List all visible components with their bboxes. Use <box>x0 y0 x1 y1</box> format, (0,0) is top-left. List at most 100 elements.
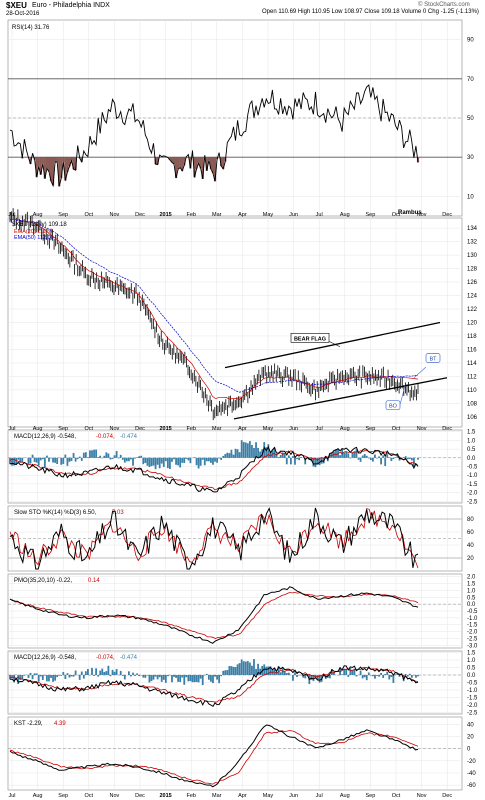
macd-histogram-bar <box>146 457 149 466</box>
macd2-histogram-bar <box>244 661 247 675</box>
macd2-histogram-bar <box>218 675 221 684</box>
price-tick-label: 106 <box>467 415 478 421</box>
x-axis-label: Dec <box>135 426 145 432</box>
macd2-histogram-bar <box>246 661 249 675</box>
macd-histogram-bar <box>333 451 335 458</box>
macd2-histogram-bar <box>408 673 411 675</box>
macd2-histogram-bar <box>70 675 73 677</box>
price-label: $XEU (Daily) 109.18 <box>12 222 67 228</box>
macd2-histogram-bar <box>374 675 376 679</box>
rsi-oversold-fill <box>209 157 213 170</box>
x-axis-label: Dec <box>442 793 452 799</box>
pmo-tick-label: -2.0 <box>467 630 478 636</box>
macd2-histogram-bar <box>216 675 218 680</box>
pmo-tick-label: 0.0 <box>467 602 476 608</box>
macd-histogram-bar <box>384 457 387 466</box>
macd2-histogram-bar <box>199 675 202 679</box>
price-tick-label: 130 <box>467 253 478 259</box>
macd2-histogram-bar <box>386 671 389 675</box>
macd-histogram-bar <box>222 455 225 458</box>
macd-histogram-bar <box>257 447 259 458</box>
rsi-oversold-fill <box>177 157 180 170</box>
macd2-histogram-bar <box>138 675 141 677</box>
macd2-histogram-bar <box>214 675 216 677</box>
macd-histogram-bar <box>232 454 235 458</box>
kst-tick-label: 0 <box>467 747 471 753</box>
price-tick-label: 122 <box>467 307 478 313</box>
macd-histogram-bar <box>140 455 143 458</box>
macd-histogram-bar <box>212 457 214 465</box>
macd2-histogram-bar <box>384 674 387 675</box>
x-axis-label: Dec <box>442 426 452 432</box>
rsi-line <box>9 84 419 188</box>
sto-tick-label: 20 <box>467 556 474 562</box>
macd-histogram-bar <box>152 457 155 466</box>
macd2-histogram-bar <box>398 675 401 677</box>
macd-tick-label: -1.0 <box>467 473 478 479</box>
macd2-histogram-bar <box>330 669 333 675</box>
macd-histogram-bar <box>175 457 177 465</box>
macd-histogram-bar <box>234 448 237 458</box>
kst-label: KST -2.29, <box>14 721 43 727</box>
x-axis-label: Oct <box>85 793 94 799</box>
macd-histogram-bar <box>330 452 333 458</box>
macd-histogram-bar <box>43 457 46 468</box>
macd2-histogram-bar <box>253 659 255 675</box>
macd-histogram-bar <box>171 457 173 462</box>
macd2-histogram-bar <box>296 675 298 677</box>
macd-histogram-bar <box>205 457 208 462</box>
x-axis-label: May <box>263 793 274 799</box>
x-axis-label: May <box>263 426 274 432</box>
rsi-oversold-fill <box>168 157 172 161</box>
macd-histogram-bar <box>87 457 89 458</box>
macd-histogram-bar <box>214 457 216 462</box>
macd-histogram-bar <box>154 457 157 470</box>
macd2-histogram-bar <box>234 667 237 675</box>
macd2-histogram-bar <box>187 675 190 682</box>
macd-histogram-bar <box>343 452 346 458</box>
bt-box <box>425 353 441 363</box>
ema20-legend: EMA(20) 111.57 <box>14 229 53 235</box>
macd-histogram-bar <box>46 455 48 458</box>
macd-histogram-bar <box>95 449 98 458</box>
macd-histogram-bar <box>56 457 59 464</box>
x-axis-label: Mar <box>212 426 222 432</box>
macd-histogram-bar <box>390 457 393 462</box>
macd2-histogram-bar <box>80 671 83 675</box>
macd2-histogram-bar <box>66 673 69 675</box>
macd2-label-hist: -0.474 <box>120 655 138 661</box>
macd-histogram-bar <box>406 457 409 460</box>
macd-histogram-bar <box>62 457 65 464</box>
macd-histogram-bar <box>158 457 161 469</box>
rsi-oversold-fill <box>179 157 182 168</box>
macd-label-hist: -0.474 <box>120 434 138 440</box>
macd2-histogram-bar <box>404 673 407 675</box>
x-axis-label: May <box>263 212 274 218</box>
macd-histogram-bar <box>109 457 112 460</box>
macd2-tick-label: 0.0 <box>467 673 476 679</box>
macd-label-signal: -0.074, <box>96 434 115 440</box>
macd-histogram-bar <box>363 453 366 458</box>
macd2-histogram-bar <box>171 675 173 683</box>
macd2-histogram-bar <box>54 675 57 681</box>
kst-line <box>9 724 419 788</box>
macd2-histogram-bar <box>17 675 20 685</box>
macd2-histogram-bar <box>60 675 63 676</box>
macd2-histogram-bar <box>33 673 36 675</box>
rsi-oversold-fill <box>45 157 49 169</box>
macd2-histogram-bar <box>29 672 32 675</box>
macd-tick-label: -2.5 <box>467 499 478 505</box>
macd2-histogram-bar <box>212 675 214 684</box>
macd2-histogram-bar <box>279 672 282 675</box>
rsi-tick-label: 90 <box>467 38 474 44</box>
macd2-histogram-bar <box>111 669 114 675</box>
pmo-tick-label: -1.5 <box>467 623 478 629</box>
macd2-histogram-bar <box>150 675 153 682</box>
price-tick-label: 114 <box>467 361 477 367</box>
macd-histogram-bar <box>201 457 204 460</box>
bear-flag-label: BEAR FLAG <box>294 336 326 342</box>
macd-histogram-bar <box>251 445 253 458</box>
macd2-histogram-bar <box>105 671 108 675</box>
macd-histogram-bar <box>185 457 188 459</box>
